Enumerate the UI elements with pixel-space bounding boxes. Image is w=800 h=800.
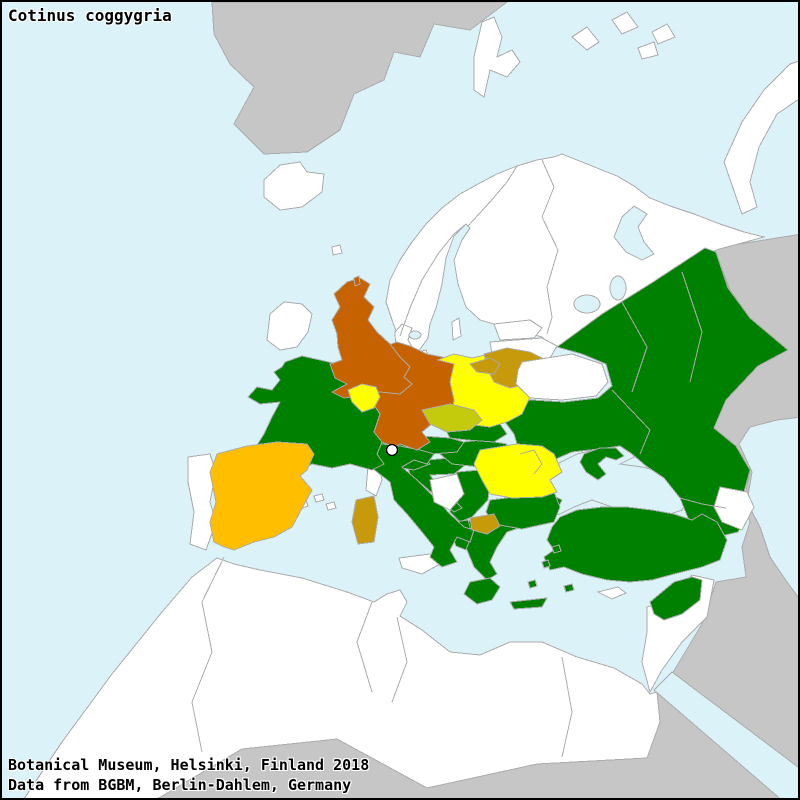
country-borders: [191, 159, 727, 758]
footer-line-data: Data from BGBM, Berlin-Dahlem, Germany: [8, 776, 352, 794]
region-romania: [473, 443, 563, 499]
region-belgium: [347, 383, 381, 413]
region-estonia: [493, 319, 543, 341]
region-turkey-anatolia: [543, 506, 728, 583]
region-crete: [509, 597, 548, 610]
caspian-sea: [738, 416, 798, 598]
border-norway-sweden: [399, 223, 467, 337]
region-balearics: [325, 501, 337, 511]
footer-line-source: Botanical Museum, Helsinki, Finland 2018: [8, 756, 370, 774]
region-italy: [353, 443, 475, 568]
border-sweden-finland: [467, 165, 518, 227]
region-belarus: [515, 353, 609, 401]
region-bosnia: [429, 473, 465, 511]
region-crimea: [579, 447, 625, 481]
region-franz-josef-land: [651, 23, 676, 45]
lake-onega: [609, 275, 627, 301]
region-sardinia: [351, 495, 379, 545]
lake-vanern: [408, 330, 422, 340]
record-marker-circle: [385, 443, 399, 457]
region-franz-josef-land: [637, 41, 659, 60]
region-portugal: [187, 453, 217, 551]
red-sea: [653, 671, 798, 798]
region-sicily: [398, 553, 441, 575]
region-aegean-islands: [551, 544, 562, 554]
region-ireland: [266, 301, 313, 351]
land-regions: [24, 2, 798, 798]
border-finland-russia: [541, 159, 559, 335]
region-novaya-zemlya: [723, 60, 798, 215]
white-sea: [613, 205, 655, 261]
border-morocco-algeria: [191, 556, 225, 753]
region-gotland: [451, 317, 462, 341]
border-ukraine-russia: [611, 389, 651, 455]
region-peloponnese: [463, 577, 501, 605]
region-faroe: [331, 244, 343, 256]
region-aegean-islands: [527, 579, 538, 589]
region-aegean-islands: [541, 559, 551, 569]
region-balearics: [313, 493, 325, 503]
region-spain: [209, 441, 315, 551]
region-czechia: [421, 403, 483, 433]
region-bulgaria: [485, 491, 561, 530]
border-libya-egypt: [561, 656, 573, 758]
region-scandinavia-finland: [385, 153, 766, 359]
region-aegean-islands: [563, 583, 575, 593]
region-franz-josef-land: [611, 11, 639, 35]
border-russia-georgia: [679, 497, 727, 509]
region-kaliningrad: [469, 357, 501, 375]
region-cyprus: [596, 586, 627, 600]
map-title: Cotinus coggygria: [8, 6, 172, 25]
region-north-macedonia: [469, 513, 501, 535]
border-russia-internal-2: [681, 271, 703, 383]
region-shetland: [353, 275, 361, 287]
region-azerbaijan: [713, 486, 755, 531]
region-syria-lebanon: [649, 576, 703, 621]
region-franz-josef-land: [571, 26, 600, 51]
border-moldova: [519, 449, 543, 475]
border-russia-internal-1: [621, 301, 648, 393]
region-greenland: [211, 2, 508, 155]
border-tunisia-libya: [391, 616, 408, 703]
region-iceland: [263, 161, 325, 211]
region-great-britain: [329, 277, 413, 399]
region-svalbard: [473, 16, 521, 98]
lake-ladoga: [573, 294, 601, 314]
map-footer: Botanical Museum, Helsinki, Finland 2018…: [8, 755, 369, 795]
border-algeria-tunisia: [356, 601, 373, 693]
